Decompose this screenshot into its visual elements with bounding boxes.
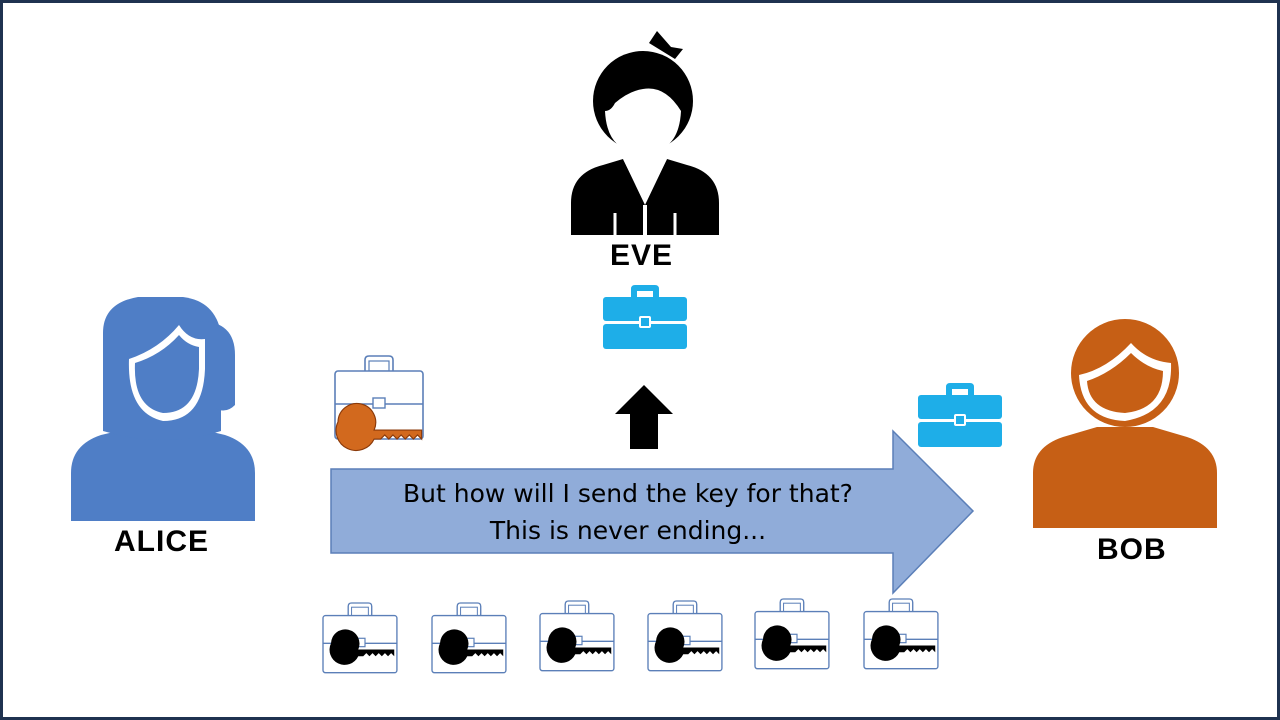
bob-label: BOB xyxy=(1097,533,1167,566)
locked-briefcase-key-icon xyxy=(334,355,424,452)
locked-briefcase-key-icon xyxy=(322,602,398,674)
up-arrow-icon xyxy=(615,385,673,449)
locked-briefcase-key-icon xyxy=(431,602,507,674)
locked-briefcase-key-icon xyxy=(539,600,615,672)
alice-label: ALICE xyxy=(114,525,209,558)
locked-briefcase-key-icon xyxy=(863,598,939,670)
message-line-1: But how will I send the key for that? xyxy=(403,479,853,508)
eve-label: EVE xyxy=(610,239,674,272)
arrow-message: But how will I send the key for that? Th… xyxy=(333,475,923,549)
bob-person-icon xyxy=(1033,319,1217,528)
diagram-svg xyxy=(71,31,1217,674)
locked-briefcase-key-icon xyxy=(754,598,830,670)
alice-person-icon xyxy=(71,297,255,521)
briefcase-icon xyxy=(917,382,1003,448)
locked-briefcase-key-icon xyxy=(647,600,723,672)
right-arrow-icon xyxy=(330,429,975,595)
briefcase-icon xyxy=(602,284,688,350)
eve-person-icon xyxy=(571,31,719,235)
message-line-2: This is never ending... xyxy=(489,516,767,545)
